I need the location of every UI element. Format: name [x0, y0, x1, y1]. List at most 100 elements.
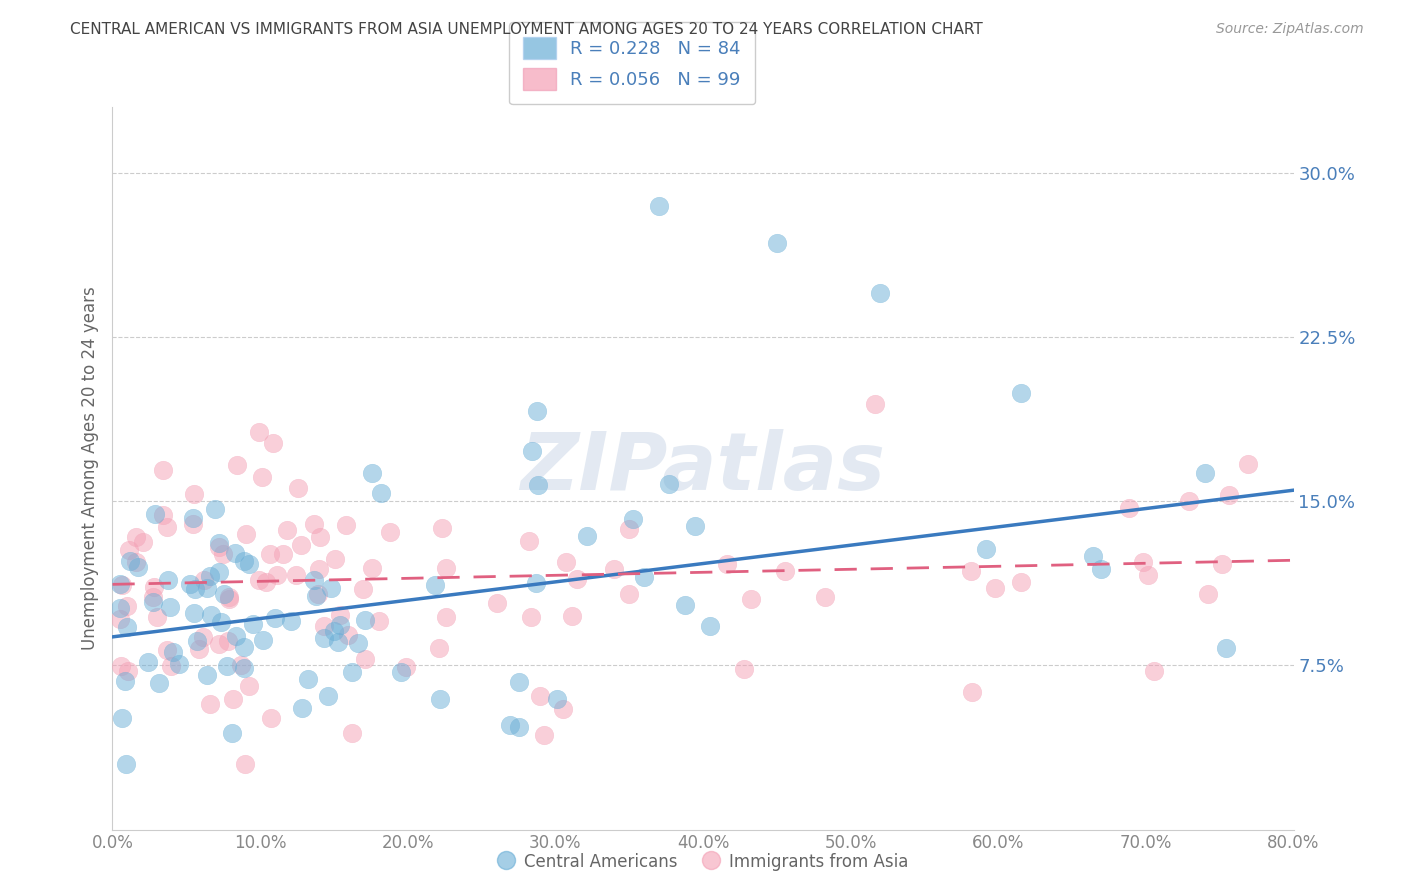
Point [208, 540, 231, 554]
Point [262, 436, 284, 450]
Point [307, 587, 329, 601]
Text: Source: ZipAtlas.com: Source: ZipAtlas.com [1216, 22, 1364, 37]
Point [305, 589, 328, 603]
Point [115, 599, 138, 614]
Point [208, 535, 231, 549]
Point [280, 614, 302, 628]
Point [247, 574, 270, 588]
Point [323, 552, 346, 566]
Point [117, 665, 139, 679]
Point [329, 618, 352, 632]
Point [108, 612, 131, 626]
Point [312, 619, 335, 633]
Point [225, 629, 247, 643]
Point [633, 570, 655, 584]
Point [152, 508, 174, 522]
Point [619, 587, 641, 601]
Point [218, 591, 240, 606]
Point [685, 519, 707, 533]
Point [308, 562, 330, 576]
Point [266, 567, 288, 582]
Point [238, 557, 260, 571]
Point [312, 632, 335, 646]
Point [260, 710, 283, 724]
Point [814, 590, 837, 604]
Point [224, 546, 246, 560]
Text: ZIPatlas: ZIPatlas [520, 429, 886, 508]
Point [486, 596, 509, 610]
Point [160, 658, 183, 673]
Point [974, 542, 997, 557]
Point [132, 535, 155, 549]
Point [179, 577, 201, 591]
Point [225, 458, 247, 472]
Point [208, 566, 231, 580]
Point [250, 470, 273, 484]
Point [204, 502, 226, 516]
Point [1194, 466, 1216, 480]
Point [863, 397, 886, 411]
Point [619, 522, 641, 536]
Point [217, 659, 239, 673]
Point [142, 590, 165, 604]
Point [142, 595, 165, 609]
Point [565, 572, 588, 586]
Point [1118, 500, 1140, 515]
Point [118, 542, 141, 557]
Point [156, 573, 179, 587]
Point [716, 557, 738, 571]
Point [145, 610, 167, 624]
Point [197, 581, 219, 595]
Point [508, 674, 530, 689]
Point [733, 662, 755, 676]
Point [217, 634, 239, 648]
Point [527, 477, 550, 491]
Point [367, 614, 389, 628]
Point [271, 547, 294, 561]
Point [143, 581, 166, 595]
Point [181, 510, 204, 524]
Point [352, 582, 374, 596]
Point [148, 675, 170, 690]
Point [308, 530, 330, 544]
Point [347, 635, 370, 649]
Point [766, 235, 789, 250]
Point [276, 523, 298, 537]
Point [111, 578, 134, 592]
Point [222, 692, 245, 706]
Point [114, 673, 136, 688]
Point [1177, 493, 1199, 508]
Point [1237, 457, 1260, 471]
Point [329, 607, 352, 622]
Point [229, 658, 252, 673]
Point [1137, 567, 1160, 582]
Point [108, 577, 131, 591]
Point [378, 524, 401, 539]
Point [212, 547, 235, 561]
Point [423, 578, 446, 592]
Point [156, 519, 179, 533]
Point [434, 610, 457, 624]
Point [162, 645, 184, 659]
Point [125, 530, 148, 544]
Point [125, 555, 148, 569]
Point [302, 573, 325, 587]
Point [181, 517, 204, 532]
Point [429, 691, 451, 706]
Point [183, 606, 205, 620]
Point [198, 569, 221, 583]
Point [959, 564, 981, 578]
Point [287, 481, 309, 495]
Point [242, 616, 264, 631]
Point [508, 720, 530, 734]
Point [517, 534, 540, 549]
Point [520, 443, 543, 458]
Point [740, 591, 762, 606]
Point [200, 607, 222, 622]
Point [235, 526, 257, 541]
Point [159, 599, 181, 614]
Point [1081, 549, 1104, 563]
Point [184, 582, 207, 597]
Point [360, 466, 382, 480]
Point [869, 286, 891, 301]
